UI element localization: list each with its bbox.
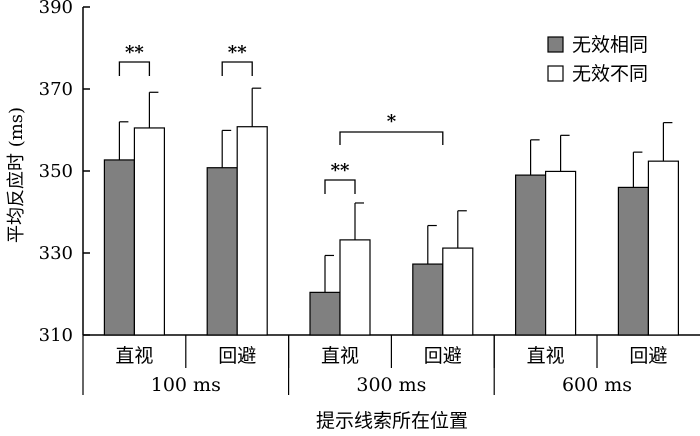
bar [103,159,136,336]
y-tick-label: 370 [39,79,73,100]
bar [647,160,680,336]
bar [236,126,268,336]
legend-swatch [547,65,564,82]
significance-bracket [118,61,151,76]
bar [412,263,444,336]
bar [544,170,577,336]
significance-bracket [339,131,444,145]
bar [514,174,547,336]
y-tick-label: 390 [39,0,73,18]
group-label: 600 ms [562,374,632,396]
legend-label: 无效相同 [572,34,648,56]
y-tick-label: 330 [39,243,73,264]
y-tick-label: 350 [39,161,73,182]
bar [133,127,165,336]
significance-marker: ** [331,160,350,181]
bar [339,239,371,336]
annotations-layer: ** ***** [118,42,444,194]
bar [617,186,650,336]
category-label: 直视 [115,345,153,367]
y-axis-label: 平均反应时 (ms) [6,107,27,243]
bar [442,247,474,336]
category-label: 直视 [527,345,565,367]
category-label: 回避 [629,345,667,367]
bar [309,291,341,336]
group-label: 300 ms [356,374,426,396]
significance-marker: ** [228,42,247,63]
x-axis-label: 提示线索所在位置 [316,410,468,432]
y-tick-label: 310 [39,325,73,346]
category-label: 直视 [321,345,359,367]
legend-label: 无效不同 [572,63,648,85]
bars-layer [103,87,680,336]
category-label: 回避 [424,345,462,367]
significance-bracket [324,179,356,194]
legend-swatch [547,36,564,53]
significance-bracket [221,61,253,76]
category-label: 回避 [218,345,256,367]
bar [206,167,238,336]
axes-layer: 310 330 350 370 390 直视 回避 直视 回避 直视 回避 100 ms 300 ms 6… [39,0,700,396]
significance-marker: * [387,111,397,132]
group-label: 100 ms [151,374,221,396]
significance-marker: ** [125,42,144,63]
